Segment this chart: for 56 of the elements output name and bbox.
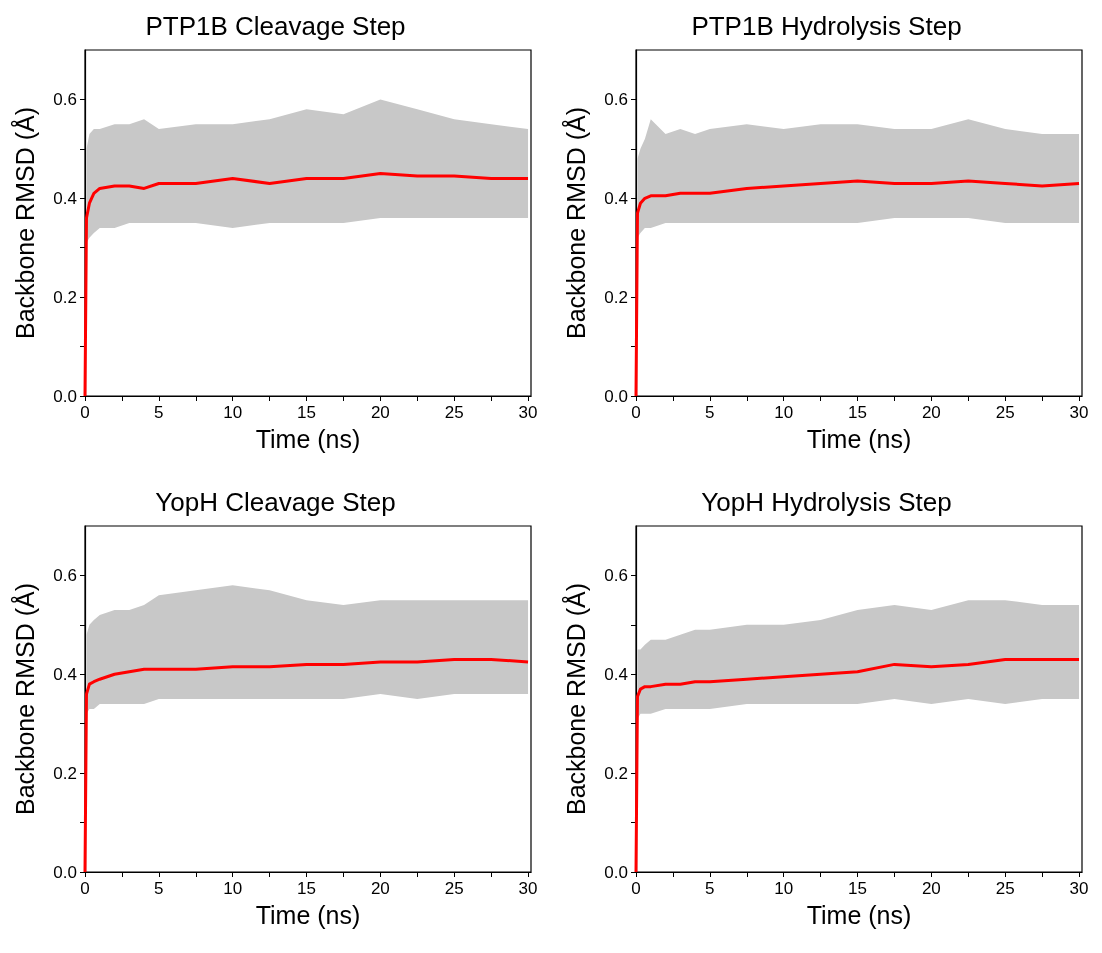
x-tick-label: 30 bbox=[518, 403, 538, 422]
x-tick-label: 5 bbox=[154, 403, 164, 422]
x-tick-label: 25 bbox=[995, 403, 1015, 422]
chart-title: YopH Cleavage Step bbox=[155, 487, 396, 517]
x-tick-label: 30 bbox=[1069, 403, 1089, 422]
x-tick-label: 25 bbox=[444, 879, 464, 898]
x-axis-title: Time (ns) bbox=[255, 900, 361, 929]
y-tick-label: 0.0 bbox=[53, 862, 77, 882]
x-tick-label: 30 bbox=[518, 879, 538, 898]
x-tick-label: 25 bbox=[444, 403, 464, 422]
chart-title: PTP1B Cleavage Step bbox=[145, 11, 406, 41]
x-tick-label: 0 bbox=[631, 879, 641, 898]
x-tick-label: 20 bbox=[370, 403, 390, 422]
x-tick-label: 20 bbox=[370, 879, 390, 898]
y-tick-label: 0.4 bbox=[604, 188, 628, 208]
x-tick-label: 10 bbox=[774, 403, 794, 422]
y-tick-label: 0.2 bbox=[53, 763, 77, 783]
x-tick-label: 20 bbox=[921, 879, 941, 898]
y-tick-label: 0.0 bbox=[604, 386, 628, 406]
y-tick-label: 0.0 bbox=[604, 862, 628, 882]
x-tick-label: 5 bbox=[154, 879, 164, 898]
y-tick-label: 0.2 bbox=[53, 287, 77, 307]
x-tick-label: 0 bbox=[80, 403, 90, 422]
x-tick-label: 5 bbox=[705, 403, 715, 422]
y-axis-title: Backbone RMSD (Å) bbox=[560, 106, 590, 340]
x-tick-label: 15 bbox=[848, 403, 867, 422]
y-axis-title: Backbone RMSD (Å) bbox=[9, 106, 39, 340]
chart-title: YopH Hydrolysis Step bbox=[701, 487, 952, 517]
x-tick-label: 5 bbox=[705, 879, 715, 898]
y-tick-label: 0.4 bbox=[53, 188, 77, 208]
x-axis-title: Time (ns) bbox=[255, 424, 361, 453]
y-tick-label: 0.2 bbox=[604, 287, 628, 307]
y-tick-label: 0.2 bbox=[604, 763, 628, 783]
y-tick-label: 0.4 bbox=[604, 664, 628, 684]
y-axis-title: Backbone RMSD (Å) bbox=[560, 582, 590, 816]
y-axis-title: Backbone RMSD (Å) bbox=[9, 582, 39, 816]
chart-title: PTP1B Hydrolysis Step bbox=[691, 11, 962, 41]
x-tick-label: 10 bbox=[223, 879, 243, 898]
x-tick-label: 10 bbox=[223, 403, 243, 422]
y-tick-label: 0.6 bbox=[604, 89, 628, 109]
x-tick-label: 25 bbox=[995, 879, 1015, 898]
x-tick-label: 0 bbox=[80, 879, 90, 898]
x-tick-label: 15 bbox=[848, 879, 867, 898]
x-tick-label: 30 bbox=[1069, 879, 1089, 898]
y-tick-label: 0.6 bbox=[53, 565, 77, 585]
x-axis-title: Time (ns) bbox=[806, 424, 912, 453]
y-tick-label: 0.0 bbox=[53, 386, 77, 406]
x-tick-label: 10 bbox=[774, 879, 794, 898]
x-tick-label: 15 bbox=[297, 879, 316, 898]
y-tick-label: 0.6 bbox=[53, 89, 77, 109]
x-axis-title: Time (ns) bbox=[806, 900, 912, 929]
x-tick-label: 0 bbox=[631, 403, 641, 422]
x-tick-label: 20 bbox=[921, 403, 941, 422]
x-tick-label: 15 bbox=[297, 403, 316, 422]
y-tick-label: 0.6 bbox=[604, 565, 628, 585]
y-tick-label: 0.4 bbox=[53, 664, 77, 684]
